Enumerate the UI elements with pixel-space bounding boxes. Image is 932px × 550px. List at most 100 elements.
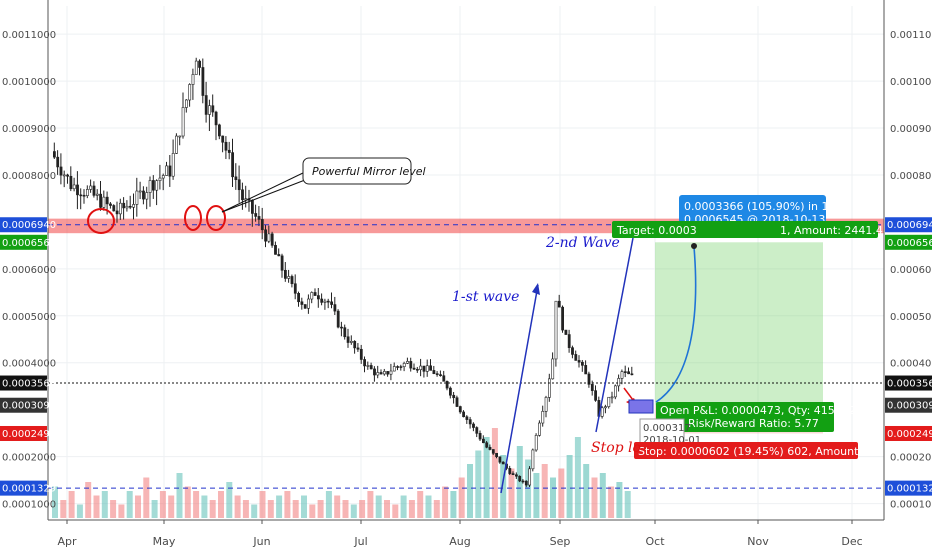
candle-body: [574, 354, 578, 361]
candle-body: [56, 156, 60, 168]
x-tick-label: Aug: [449, 535, 470, 548]
grid-lines: [48, 6, 884, 520]
measure-tooltip[interactable]: [679, 195, 826, 229]
volume-bar: [533, 473, 540, 518]
candle-body: [472, 423, 475, 428]
y-tick-label-right: 0.0010000: [890, 77, 932, 88]
volume-bar: [52, 486, 58, 518]
volume-bar: [417, 491, 424, 518]
candle-body: [227, 149, 231, 153]
candle-body: [191, 74, 195, 85]
volume-bar: [309, 504, 316, 518]
candle-body: [531, 449, 535, 470]
price-badge-left: [0, 397, 47, 413]
stop-loss-label: Stop lo: [591, 440, 641, 456]
price-badge-right: [885, 375, 932, 391]
volume-bar: [483, 437, 490, 518]
candle-body: [132, 204, 136, 208]
callout-pointer: [221, 179, 306, 213]
price-badge-left-text: 0.0001329: [2, 484, 56, 495]
candle-body: [165, 165, 169, 176]
price-badge-left: [0, 425, 47, 441]
volume-bar: [126, 491, 133, 518]
callout-text: Powerful Mirror level: [312, 165, 426, 178]
candle-body: [102, 196, 106, 208]
candle-body: [109, 203, 112, 206]
y-tick-label-right: 0.0004000: [890, 359, 932, 370]
candle-body: [270, 233, 274, 246]
drawing-tools[interactable]: Powerful Mirror level 1-st wave 2-nd Wave 0…: [87, 157, 890, 494]
candle-body: [264, 229, 268, 242]
target-label-box[interactable]: [612, 221, 878, 238]
candle-body: [521, 480, 525, 483]
price-badge-right-text: 0.0006940: [887, 220, 932, 231]
volume-bar: [317, 500, 324, 518]
projection-arrow[interactable]: [655, 246, 697, 403]
wave-1-line[interactable]: [500, 284, 539, 494]
candle-body: [376, 372, 380, 376]
volume-bar: [359, 500, 366, 518]
candle-body: [52, 151, 56, 158]
candle-body: [333, 304, 337, 312]
x-tick-label: Jul: [353, 535, 367, 548]
candle-body: [128, 205, 132, 208]
stop-label-text: Stop: 0.0000602 (19.45%) 602, Amount: 75…: [638, 445, 887, 458]
volume-bar: [184, 486, 191, 518]
candle-body: [564, 329, 568, 335]
candle-body: [343, 327, 347, 338]
candle-body: [366, 365, 370, 367]
candle-body: [534, 435, 538, 451]
projection-point: [691, 243, 697, 249]
y-tick-label-right: 0.0006000: [890, 265, 932, 276]
price-badge-right: [885, 425, 932, 441]
candle-body: [297, 293, 301, 303]
candle-body: [313, 292, 317, 296]
candle-body: [346, 336, 350, 343]
candle-body: [316, 295, 320, 300]
mirror-touch-circle[interactable]: [87, 208, 115, 234]
candle-body: [511, 473, 515, 476]
volume-bar: [608, 486, 615, 518]
candle-body: [623, 371, 627, 373]
candle-body: [498, 456, 502, 463]
candle-body: [115, 210, 119, 215]
volume-bar: [367, 491, 374, 518]
volume-bar: [176, 473, 183, 518]
candle-body: [478, 433, 482, 440]
volume-bar: [599, 473, 606, 518]
candle-body: [538, 422, 541, 436]
candle-body: [455, 397, 459, 407]
candle-body: [310, 292, 314, 300]
pnl-box[interactable]: [656, 402, 834, 432]
candle-body: [145, 192, 149, 200]
candle-body: [211, 105, 215, 113]
wave-2-line[interactable]: [595, 237, 634, 433]
volume-bar: [525, 459, 532, 518]
volume-bar: [458, 477, 465, 518]
x-tick-label: Oct: [645, 535, 665, 548]
candle-body: [359, 348, 363, 360]
candle-body: [349, 340, 353, 343]
candle-body: [452, 394, 456, 399]
candle-body: [594, 390, 598, 401]
volume-bar: [143, 477, 150, 518]
candle-body: [234, 176, 238, 180]
candle-body: [194, 60, 198, 75]
profit-zone: [655, 242, 823, 406]
candle-body: [528, 468, 532, 486]
stop-label-box[interactable]: [634, 442, 858, 459]
price-badge-right-text: 0.0003095: [887, 401, 932, 412]
mirror-touch-circle[interactable]: [184, 205, 202, 231]
volume-bar: [583, 464, 590, 518]
mirror-touch-circle[interactable]: [206, 205, 226, 231]
entry-marker[interactable]: [628, 399, 654, 414]
candlestick-series[interactable]: [52, 57, 634, 488]
callout-box[interactable]: [302, 157, 412, 185]
candle-body: [409, 361, 413, 369]
candle-body: [158, 177, 162, 181]
candle-body: [69, 175, 73, 190]
candle-body: [95, 193, 99, 196]
candle-body: [320, 298, 324, 303]
candle-body: [152, 180, 155, 191]
